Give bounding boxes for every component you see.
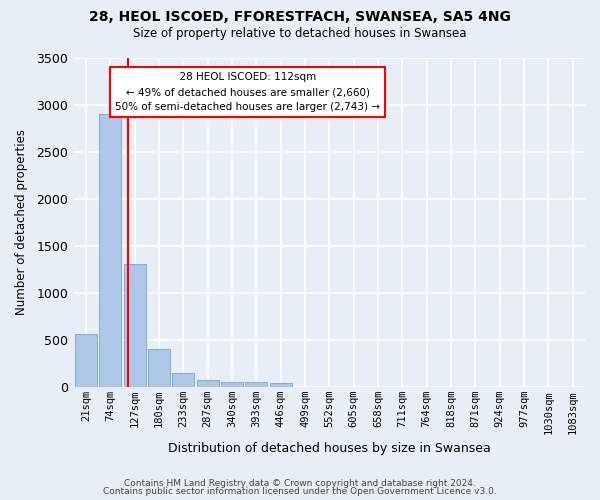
Bar	[221, 382, 243, 387]
Text: 28, HEOL ISCOED, FFORESTFACH, SWANSEA, SA5 4NG: 28, HEOL ISCOED, FFORESTFACH, SWANSEA, S…	[89, 10, 511, 24]
Bar	[197, 380, 218, 387]
Bar	[100, 114, 121, 387]
Bar	[270, 384, 292, 387]
Bar	[148, 348, 170, 387]
Bar	[75, 334, 97, 387]
Text: Contains public sector information licensed under the Open Government Licence v3: Contains public sector information licen…	[103, 487, 497, 496]
Text: 28 HEOL ISCOED: 112sqm  
← 49% of detached houses are smaller (2,660)
50% of sem: 28 HEOL ISCOED: 112sqm ← 49% of detached…	[115, 72, 380, 112]
Y-axis label: Number of detached properties: Number of detached properties	[15, 130, 28, 316]
Text: Contains HM Land Registry data © Crown copyright and database right 2024.: Contains HM Land Registry data © Crown c…	[124, 478, 476, 488]
Bar	[124, 264, 146, 387]
Text: Size of property relative to detached houses in Swansea: Size of property relative to detached ho…	[133, 28, 467, 40]
X-axis label: Distribution of detached houses by size in Swansea: Distribution of detached houses by size …	[168, 442, 491, 455]
Bar	[172, 372, 194, 387]
Bar	[245, 382, 268, 387]
